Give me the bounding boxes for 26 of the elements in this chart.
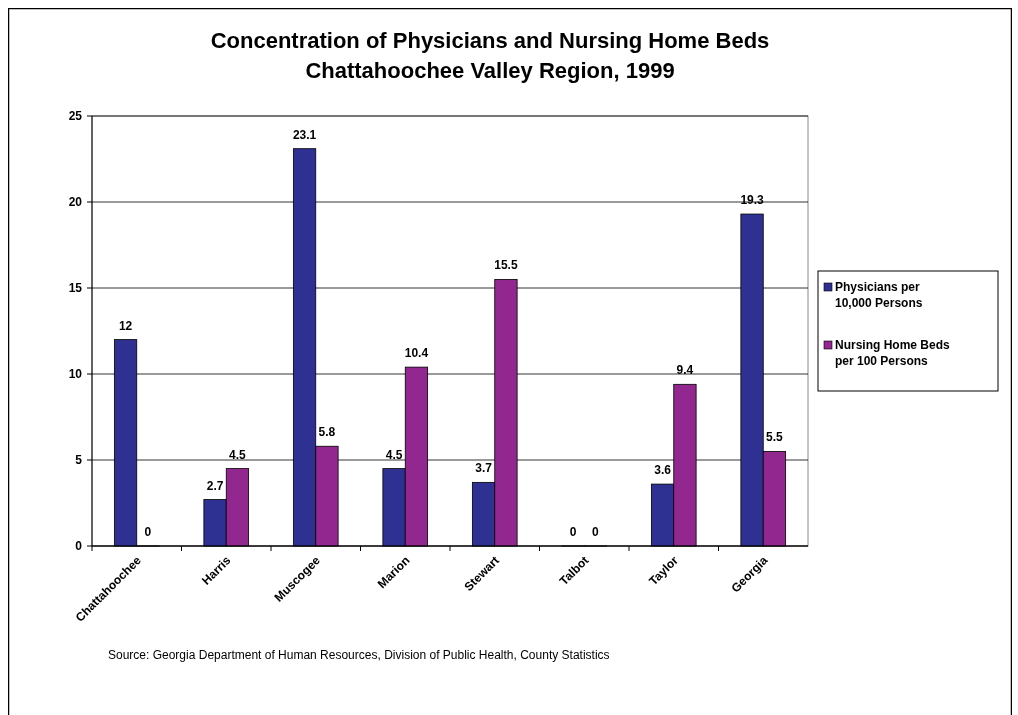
data-label: 0 (569, 525, 577, 539)
data-label: 4.5 (229, 447, 247, 462)
legend-label: Nursing Home Beds per 100 Persons (835, 338, 951, 368)
data-label: 4.5 (385, 447, 403, 462)
source-note: Source: Georgia Department of Human Resources, Division of Public Health, County Statistics (108, 648, 610, 662)
data-label: 23.1 (292, 127, 317, 142)
data-label: 2.7 (206, 478, 224, 493)
y-tick-label: 25 (68, 109, 83, 124)
y-tick-label: 15 (68, 281, 83, 296)
data-label: 19.3 (740, 193, 765, 208)
y-tick-label: 0 (75, 539, 83, 554)
y-tick-label: 10 (68, 367, 83, 382)
data-label: 12 (118, 318, 133, 333)
y-tick-label: 20 (68, 195, 83, 210)
data-label: 5.5 (766, 430, 784, 445)
legend-label: Physicians per 10,000 Persons (835, 280, 923, 310)
data-label: 3.7 (475, 461, 493, 476)
data-label: 9.4 (676, 363, 694, 378)
y-tick-label: 5 (75, 453, 83, 468)
data-label: 3.6 (654, 463, 672, 478)
data-label: 0 (144, 525, 152, 539)
data-label: 0 (592, 525, 600, 539)
chart-title: Concentration of Physicians and Nursing Home Beds Chattahoochee Valley Region, 1999 (210, 28, 770, 83)
data-label: 15.5 (494, 258, 518, 273)
data-label: 5.8 (318, 425, 336, 440)
data-label: 10.4 (404, 346, 429, 361)
